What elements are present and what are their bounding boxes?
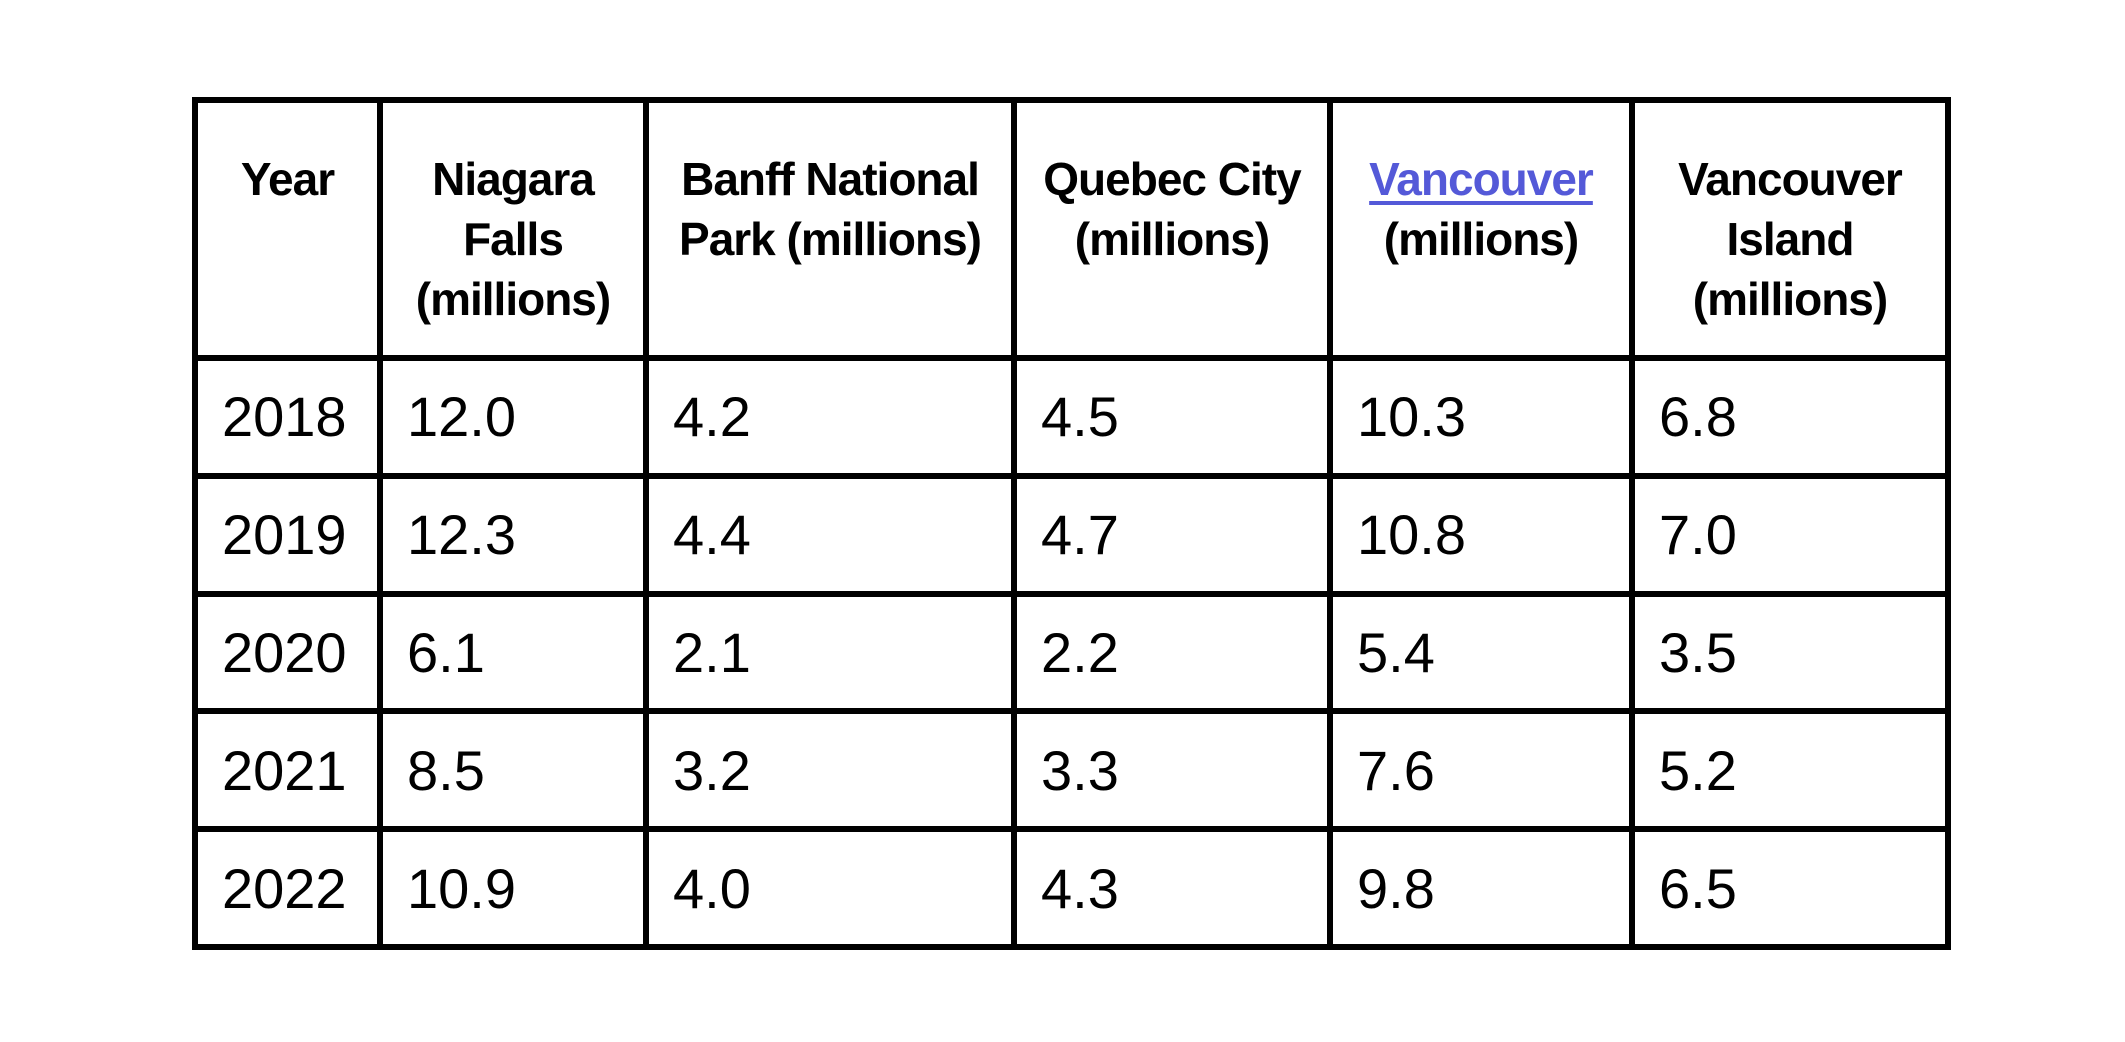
cell-year: 2019 xyxy=(192,472,383,597)
cell-quebec-city: 4.3 xyxy=(1011,826,1333,950)
cell-year: 2021 xyxy=(192,708,383,833)
header-quebec-city: Quebec City (millions) xyxy=(1011,97,1333,361)
cell-vancouver-island: 6.8 xyxy=(1629,355,1951,479)
cell-niagara-falls: 8.5 xyxy=(377,708,649,833)
table-header: Year Niagara Falls (millions) Banff Nati… xyxy=(192,97,1951,361)
cell-vancouver-island: 3.5 xyxy=(1629,590,1951,715)
cell-vancouver-island: 5.2 xyxy=(1629,708,1951,833)
cell-banff: 4.4 xyxy=(643,472,1017,597)
table-row: 2020 6.1 2.1 2.2 5.4 3.5 xyxy=(192,590,1951,715)
visitors-table: Year Niagara Falls (millions) Banff Nati… xyxy=(192,97,1951,950)
table-row: 2019 12.3 4.4 4.7 10.8 7.0 xyxy=(192,472,1951,597)
header-quebec-line-1: Quebec City xyxy=(1043,153,1301,205)
header-banff-line-1: Banff National xyxy=(681,153,980,205)
vancouver-link[interactable]: Vancouver xyxy=(1369,153,1594,205)
header-vancouver: Vancouver (millions) xyxy=(1327,97,1635,361)
header-vancouver-line-2: (millions) xyxy=(1383,213,1579,265)
cell-year: 2022 xyxy=(192,826,383,950)
header-quebec-line-2: (millions) xyxy=(1074,213,1270,265)
cell-vancouver: 7.6 xyxy=(1327,708,1635,833)
header-row: Year Niagara Falls (millions) Banff Nati… xyxy=(192,97,1951,361)
header-banff-national-park: Banff National Park (millions) xyxy=(643,97,1017,361)
cell-quebec-city: 2.2 xyxy=(1011,590,1333,715)
header-island-line-2: Island xyxy=(1726,213,1855,265)
cell-vancouver: 5.4 xyxy=(1327,590,1635,715)
cell-year: 2020 xyxy=(192,590,383,715)
cell-vancouver: 9.8 xyxy=(1327,826,1635,950)
cell-vancouver: 10.3 xyxy=(1327,355,1635,479)
table-row: 2021 8.5 3.2 3.3 7.6 5.2 xyxy=(192,708,1951,833)
header-island-line-1: Vancouver xyxy=(1678,153,1903,205)
cell-niagara-falls: 10.9 xyxy=(377,826,649,950)
header-vancouver-line-1: Vancouver xyxy=(1341,149,1621,209)
cell-vancouver-island: 7.0 xyxy=(1629,472,1951,597)
header-vancouver-island: Vancouver Island (millions) xyxy=(1629,97,1951,361)
header-year: Year xyxy=(192,97,383,361)
table-row: 2022 10.9 4.0 4.3 9.8 6.5 xyxy=(192,826,1951,950)
cell-banff: 4.2 xyxy=(643,355,1017,479)
cell-year: 2018 xyxy=(192,355,383,479)
header-niagara-line-3: (millions) xyxy=(415,273,611,325)
cell-quebec-city: 3.3 xyxy=(1011,708,1333,833)
table-row: 2018 12.0 4.2 4.5 10.3 6.8 xyxy=(192,355,1951,479)
header-island-line-3: (millions) xyxy=(1692,273,1888,325)
cell-niagara-falls: 12.0 xyxy=(377,355,649,479)
header-niagara-line-2: Falls xyxy=(463,213,564,265)
cell-vancouver-island: 6.5 xyxy=(1629,826,1951,950)
cell-banff: 2.1 xyxy=(643,590,1017,715)
header-year-line-1: Year xyxy=(240,153,335,205)
cell-niagara-falls: 12.3 xyxy=(377,472,649,597)
header-niagara-line-1: Niagara xyxy=(432,153,595,205)
cell-niagara-falls: 6.1 xyxy=(377,590,649,715)
cell-quebec-city: 4.7 xyxy=(1011,472,1333,597)
table-container: Year Niagara Falls (millions) Banff Nati… xyxy=(192,97,1951,950)
table-body: 2018 12.0 4.2 4.5 10.3 6.8 2019 12.3 4.4… xyxy=(192,355,1951,950)
header-banff-line-2: Park (millions) xyxy=(679,213,982,265)
header-niagara-falls: Niagara Falls (millions) xyxy=(377,97,649,361)
cell-banff: 3.2 xyxy=(643,708,1017,833)
cell-banff: 4.0 xyxy=(643,826,1017,950)
cell-quebec-city: 4.5 xyxy=(1011,355,1333,479)
cell-vancouver: 10.8 xyxy=(1327,472,1635,597)
